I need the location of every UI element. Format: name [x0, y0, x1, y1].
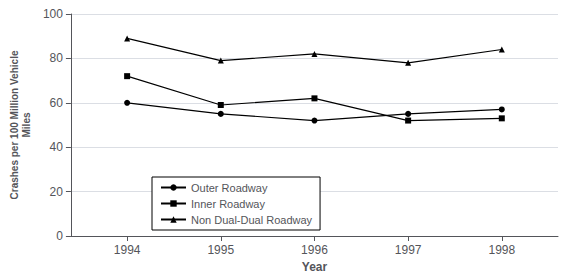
svg-text:1994: 1994 — [114, 243, 141, 257]
svg-text:60: 60 — [50, 96, 64, 110]
svg-text:80: 80 — [50, 51, 64, 65]
svg-text:1997: 1997 — [395, 243, 422, 257]
svg-text:40: 40 — [50, 140, 64, 154]
svg-text:100: 100 — [43, 7, 63, 21]
svg-text:Year: Year — [302, 260, 328, 274]
svg-text:Inner Roadway: Inner Roadway — [191, 198, 265, 210]
svg-text:Outer Roadway: Outer Roadway — [191, 182, 268, 194]
svg-text:1995: 1995 — [207, 243, 234, 257]
svg-text:Crashes per 100 Million Vehicl: Crashes per 100 Million Vehicle — [9, 50, 20, 199]
svg-text:20: 20 — [50, 185, 64, 199]
svg-text:1998: 1998 — [488, 243, 515, 257]
svg-text:Miles: Miles — [21, 112, 32, 137]
svg-text:0: 0 — [56, 229, 63, 243]
svg-text:1996: 1996 — [301, 243, 328, 257]
svg-text:Non Dual-Dual Roadway: Non Dual-Dual Roadway — [191, 214, 313, 226]
